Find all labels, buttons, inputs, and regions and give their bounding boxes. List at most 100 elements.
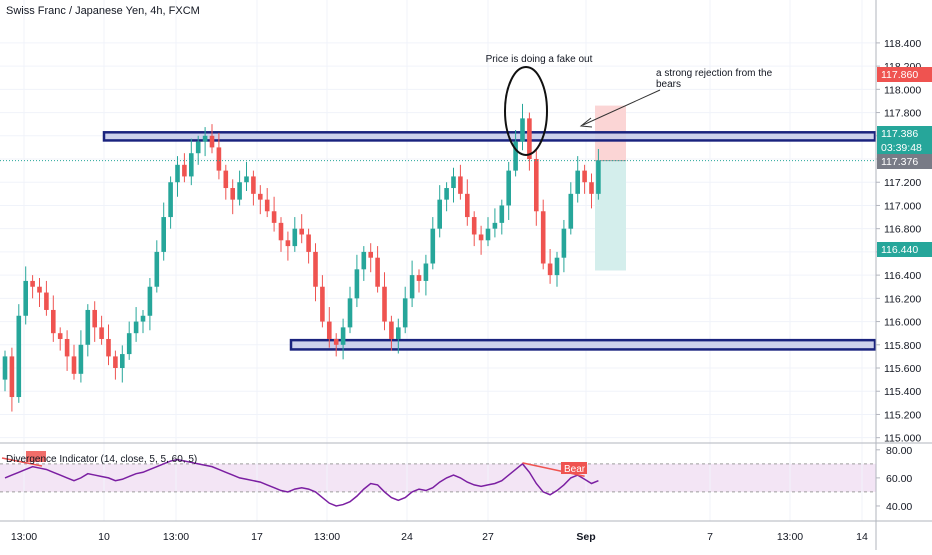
candle-body xyxy=(175,164,180,183)
price-tick-label: 115.000 xyxy=(884,433,921,445)
candle-body xyxy=(78,344,84,374)
candle-body xyxy=(444,188,449,200)
price-tag-current: 117.386 03:39:48 xyxy=(877,126,932,154)
candle-body xyxy=(299,228,304,235)
price-tick-label: 115.400 xyxy=(884,386,921,398)
bear-label-bg xyxy=(561,462,587,474)
candle-body xyxy=(402,298,408,328)
candle-body xyxy=(16,315,22,398)
candle-body xyxy=(409,275,415,299)
candle-body xyxy=(140,315,146,322)
price-tag-target-text: 116.440 xyxy=(881,244,918,256)
candle-body xyxy=(451,176,456,189)
oscillator-line xyxy=(4,458,599,507)
price-tag-other: 117.376 xyxy=(877,154,932,169)
candle-body xyxy=(320,286,325,322)
rejection-label-line1: a strong rejection from the xyxy=(656,68,773,79)
support-zone[interactable] xyxy=(289,338,877,351)
candle-body xyxy=(513,141,518,171)
countdown-text: 03:39:48 xyxy=(881,142,922,154)
indicator-label: Divergence Indicator (14, close, 5, 5, 6… xyxy=(6,454,197,465)
candle-body xyxy=(396,327,401,339)
time-tick-label: 27 xyxy=(482,531,494,543)
candle-body xyxy=(202,135,208,142)
fake-out-label: Price is doing a fake out xyxy=(486,54,593,65)
resistance-zone[interactable] xyxy=(102,131,877,142)
candle-body xyxy=(285,240,291,247)
candle-body xyxy=(37,286,42,293)
candle-body xyxy=(568,193,574,229)
candle-body xyxy=(416,275,422,281)
candle-body xyxy=(244,176,249,183)
candle-body xyxy=(313,251,318,287)
rejection-arrow-head xyxy=(579,117,593,128)
time-tick-label: 17 xyxy=(251,531,263,543)
time-tick-label: 10 xyxy=(98,531,110,543)
candle-body xyxy=(71,356,77,374)
candle-body xyxy=(126,333,132,355)
time-tick-label: Sep xyxy=(576,531,595,543)
price-tag-target: 116.440 xyxy=(877,242,932,257)
candle-body xyxy=(23,280,28,316)
price-tick-label: 117.800 xyxy=(884,108,921,120)
price-tag-stop-text: 117.860 xyxy=(881,69,918,81)
candle-body xyxy=(333,338,339,345)
candle-body xyxy=(120,354,125,369)
bear-label: Bear xyxy=(564,464,586,475)
candle-body xyxy=(264,199,270,212)
price-tick-label: 115.600 xyxy=(884,363,921,375)
time-tick-label: 14 xyxy=(856,531,868,543)
time-tick-label: 24 xyxy=(401,531,413,543)
candle-body xyxy=(423,263,429,281)
candle-body xyxy=(340,327,346,345)
oscillator-band xyxy=(0,463,876,492)
candle-body xyxy=(430,228,436,264)
candle-body xyxy=(540,211,546,264)
price-tag-stop: 117.860 xyxy=(877,67,932,82)
rejection-arrow[interactable] xyxy=(582,89,661,126)
candle-body xyxy=(389,321,394,339)
fake-out-circle[interactable] xyxy=(504,66,548,156)
candle-body xyxy=(382,286,387,322)
candle-body xyxy=(64,338,70,357)
candle-body xyxy=(92,309,97,328)
candle-body xyxy=(57,333,63,339)
candle-body xyxy=(85,309,91,345)
time-tick-label: 13:00 xyxy=(314,531,340,543)
candle-body xyxy=(465,193,470,218)
candle-body xyxy=(361,251,367,270)
candle-body xyxy=(437,199,442,229)
candle-body xyxy=(478,234,484,241)
candle-body xyxy=(534,159,539,212)
candle-body xyxy=(237,182,242,200)
price-tick-label: 116.800 xyxy=(884,224,921,236)
candle-body xyxy=(230,188,235,200)
candle-body xyxy=(582,170,587,183)
candle-body xyxy=(520,118,525,142)
candle-body xyxy=(499,205,505,223)
time-axis[interactable]: 13:00 10 13:00 17 13:00 24 27 Sep 7 13:00 14 xyxy=(11,531,868,543)
candle-body xyxy=(375,257,380,287)
price-tick-label: 116.400 xyxy=(884,270,921,282)
candle-body xyxy=(458,176,463,194)
price-tick-label: 116.200 xyxy=(884,293,921,305)
candle-body xyxy=(561,228,567,258)
candle-body xyxy=(492,222,498,229)
divergence-line xyxy=(522,462,585,478)
candle-body xyxy=(327,321,332,339)
bear-label-bg xyxy=(26,451,46,462)
candle-body xyxy=(251,176,256,194)
candle-body xyxy=(154,251,160,287)
zones[interactable] xyxy=(102,131,877,351)
divergence-line xyxy=(1,457,43,467)
candle-body xyxy=(216,147,222,171)
osc-tick-label: 60.00 xyxy=(886,473,912,485)
candle-body xyxy=(113,356,118,369)
candle-body xyxy=(347,298,353,328)
price-tag-other-text: 117.376 xyxy=(881,156,918,168)
price-axis[interactable]: 115.000 115.200 115.400 115.600 115.800 116.0… xyxy=(876,38,921,445)
candle-body xyxy=(271,211,277,223)
candle-body xyxy=(278,222,284,241)
